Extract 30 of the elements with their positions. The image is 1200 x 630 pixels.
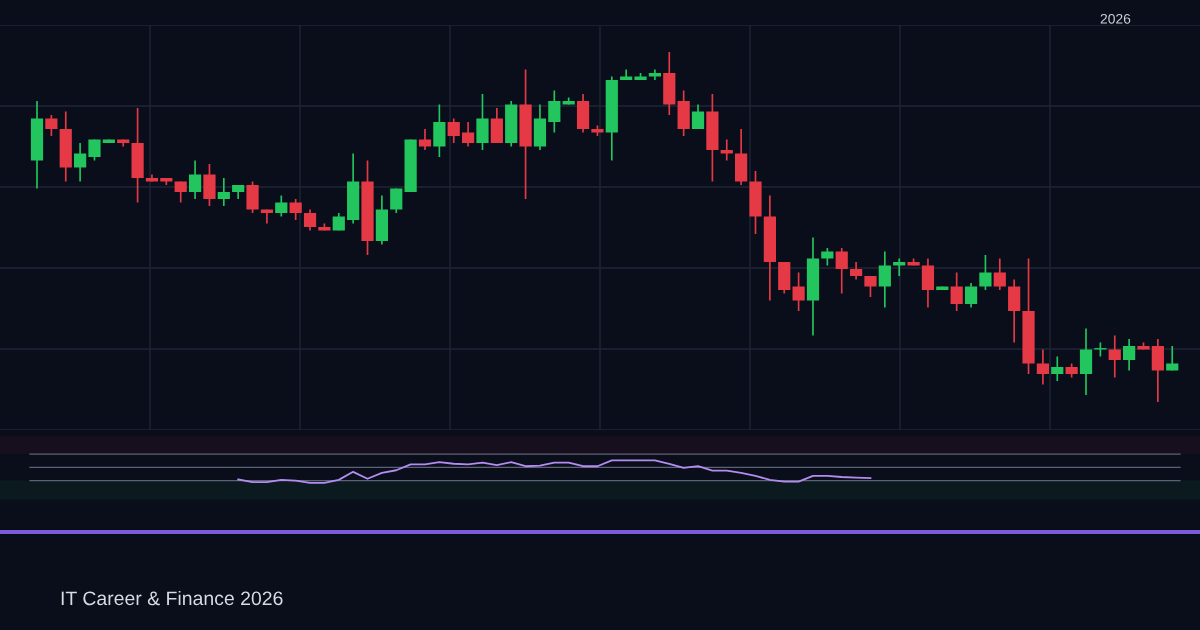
candlestick xyxy=(864,275,877,298)
candlestick xyxy=(461,121,475,148)
candlestick xyxy=(188,159,202,200)
candlestick xyxy=(1108,334,1121,379)
candlestick xyxy=(1166,345,1179,372)
text: IT Career & Finance 2026 xyxy=(61,590,283,606)
candlestick xyxy=(878,250,891,309)
candlestick xyxy=(691,103,705,130)
candlestick xyxy=(792,271,805,312)
text: 2026 xyxy=(1100,13,1131,24)
candlestick xyxy=(1051,355,1064,382)
candlestick xyxy=(950,271,963,312)
candlestick xyxy=(174,180,187,204)
candlestick xyxy=(548,89,561,134)
candlestick xyxy=(45,114,58,137)
candlestick xyxy=(390,187,403,214)
candlestick xyxy=(893,257,906,277)
candlestick xyxy=(993,257,1006,291)
candlestick xyxy=(74,142,87,183)
candlestick xyxy=(979,254,992,291)
candlestick xyxy=(1123,338,1136,372)
candlestick xyxy=(275,194,288,218)
candlestick xyxy=(289,198,302,221)
candlestick xyxy=(217,177,230,207)
candlestick xyxy=(447,117,460,144)
candlestick xyxy=(1036,348,1050,386)
candlestick xyxy=(418,128,432,151)
candlestick xyxy=(303,208,317,232)
candlestick xyxy=(964,282,978,309)
candlestick xyxy=(835,247,848,295)
